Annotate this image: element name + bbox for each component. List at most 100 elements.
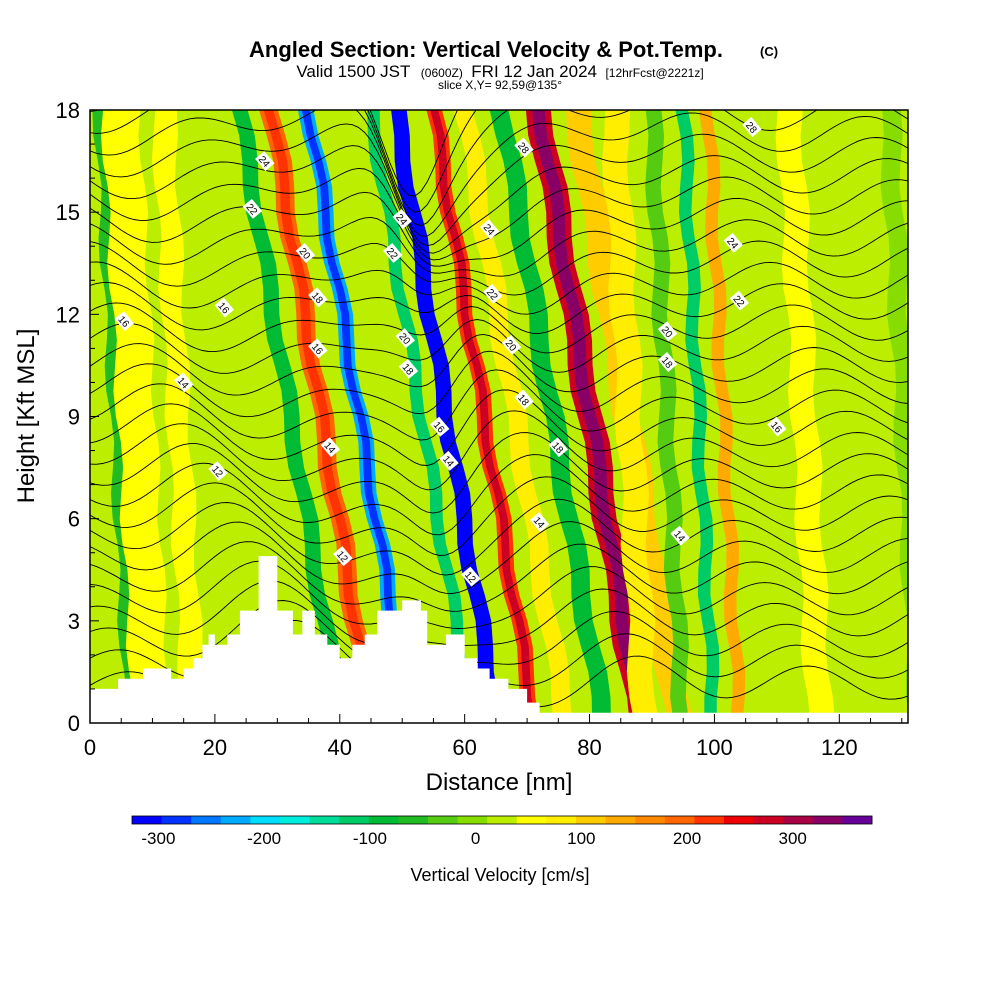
- theta-label-bg: [242, 198, 263, 219]
- theta-contour-line: [90, 191, 908, 267]
- velocity-band: [367, 110, 482, 723]
- y-axis-label: Height [Kft MSL]: [13, 329, 40, 504]
- theta-contour-line: [90, 282, 908, 334]
- y-tick-label: 9: [68, 405, 80, 430]
- colorbar-swatch: [280, 816, 310, 824]
- colorbar-frame: [131, 815, 873, 825]
- theta-label-bg: [548, 437, 569, 458]
- x-tick-label: 100: [696, 735, 733, 760]
- theta-label-bg: [395, 328, 416, 349]
- x-tick-label: 0: [84, 735, 96, 760]
- colorbar-swatch: [664, 816, 695, 824]
- x-tick-label: 60: [452, 735, 476, 760]
- velocity-band-core: [301, 110, 413, 723]
- velocity-band: [101, 110, 173, 723]
- colorbar: -300 -200 -100 0 100 200 300: [131, 815, 873, 848]
- theta-contour-line: [90, 302, 908, 354]
- theta-contour-line: [90, 560, 908, 629]
- colorbar-tick-label: -300: [141, 829, 175, 848]
- theta-contour-line: [90, 454, 908, 536]
- forecast-info: [12hrFcst@2221z]: [605, 66, 703, 80]
- colorbar-swatch: [812, 816, 843, 824]
- colorbar-swatch: [132, 816, 162, 824]
- colorbar-swatch: [457, 816, 488, 824]
- colorbar-swatch: [783, 816, 814, 824]
- theta-contour-line: [90, 145, 908, 254]
- valid-suffix: FRI 12 Jan 2024: [471, 62, 597, 81]
- colorbar-swatch: [309, 816, 340, 824]
- theta-label-bg: [670, 525, 690, 546]
- colorbar-swatch: [487, 816, 518, 824]
- x-axis-label: Distance [nm]: [426, 769, 573, 796]
- colorbar-swatch: [220, 816, 251, 824]
- theta-contour-line: [90, 123, 908, 247]
- x-tick-label: 120: [821, 735, 858, 760]
- utc-time: (0600Z): [421, 66, 463, 80]
- colorbar-tick-label: -100: [353, 829, 387, 848]
- colorbar-swatch: [250, 816, 281, 824]
- colorbar-swatch: [368, 816, 399, 824]
- colorbar-swatch: [398, 816, 429, 824]
- y-tick-label: 12: [56, 302, 80, 327]
- theta-label-bg: [398, 358, 419, 379]
- colorbar-swatch: [428, 816, 458, 824]
- theta-label-bg: [208, 461, 228, 481]
- colorbar-swatch: [694, 816, 725, 824]
- theta-label-bg: [429, 416, 450, 437]
- colorbar-swatch: [576, 816, 606, 824]
- colorbar-swatch: [635, 816, 666, 824]
- colorbar-tick-label: -200: [247, 829, 281, 848]
- theta-label-bg: [114, 311, 135, 332]
- theta-label-bg: [308, 287, 328, 308]
- velocity-band: [231, 110, 347, 723]
- velocity-band-core: [430, 110, 537, 723]
- theta-label-bg: [742, 117, 762, 137]
- theta-contour-line: [90, 369, 908, 441]
- theta-label-bg: [657, 352, 678, 372]
- theta-contour-line: [90, 110, 908, 227]
- colorbar-tick-label: 300: [779, 829, 807, 848]
- theta-label-bg: [767, 416, 787, 437]
- axis-ticks: 0 20 40 60 80 100 120 0 3 6 9 12 15 18: [56, 98, 903, 760]
- theta-contour-line: [90, 240, 908, 296]
- velocity-band: [725, 110, 785, 723]
- theta-label-bg: [479, 219, 500, 240]
- y-tick-label: 6: [68, 507, 80, 532]
- colorbar-swatch: [516, 816, 547, 824]
- theta-label-bg: [383, 243, 403, 263]
- theta-label-bg: [514, 389, 534, 410]
- theta-contour-line: [90, 498, 908, 576]
- theta-contour-line: [90, 580, 908, 646]
- velocity-band: [489, 110, 611, 723]
- theta-contour-line: [90, 541, 908, 612]
- colorbar-tick-label: 200: [673, 829, 701, 848]
- colorbar-swatch: [753, 816, 784, 824]
- theta-label-bg: [392, 209, 412, 229]
- colorbar-tick-label: 0: [471, 829, 480, 848]
- theta-label-bg: [333, 546, 353, 567]
- theta-label-bg: [723, 232, 743, 253]
- theta-label-bg: [173, 372, 194, 393]
- theta-contour-line: [90, 216, 908, 277]
- colorbar-label: Vertical Velocity [cm/s]: [410, 865, 589, 885]
- terrain-shape: [90, 556, 908, 723]
- valid-prefix: Valid 1500 JST: [296, 62, 410, 81]
- theta-contour-line: [90, 261, 908, 315]
- theta-label-bg: [255, 151, 275, 172]
- theta-label-bg: [529, 512, 550, 533]
- x-tick-label: 40: [328, 735, 352, 760]
- theta-label-bg: [439, 450, 459, 471]
- theta-label-bg: [483, 283, 503, 304]
- theta-contour-line: [90, 333, 908, 396]
- theta-contour-line: [90, 476, 908, 556]
- theta-label-bg: [501, 335, 522, 355]
- theta-contour-line: [90, 410, 908, 491]
- theta-contour-line: [90, 350, 908, 418]
- colorbar-swatch: [161, 816, 192, 824]
- colorbar-tick-label: 100: [567, 829, 595, 848]
- colorbar-swatch: [191, 816, 222, 824]
- theta-label-bg: [461, 566, 481, 587]
- x-tick-label: 20: [203, 735, 227, 760]
- theta-contour-line: [90, 600, 908, 665]
